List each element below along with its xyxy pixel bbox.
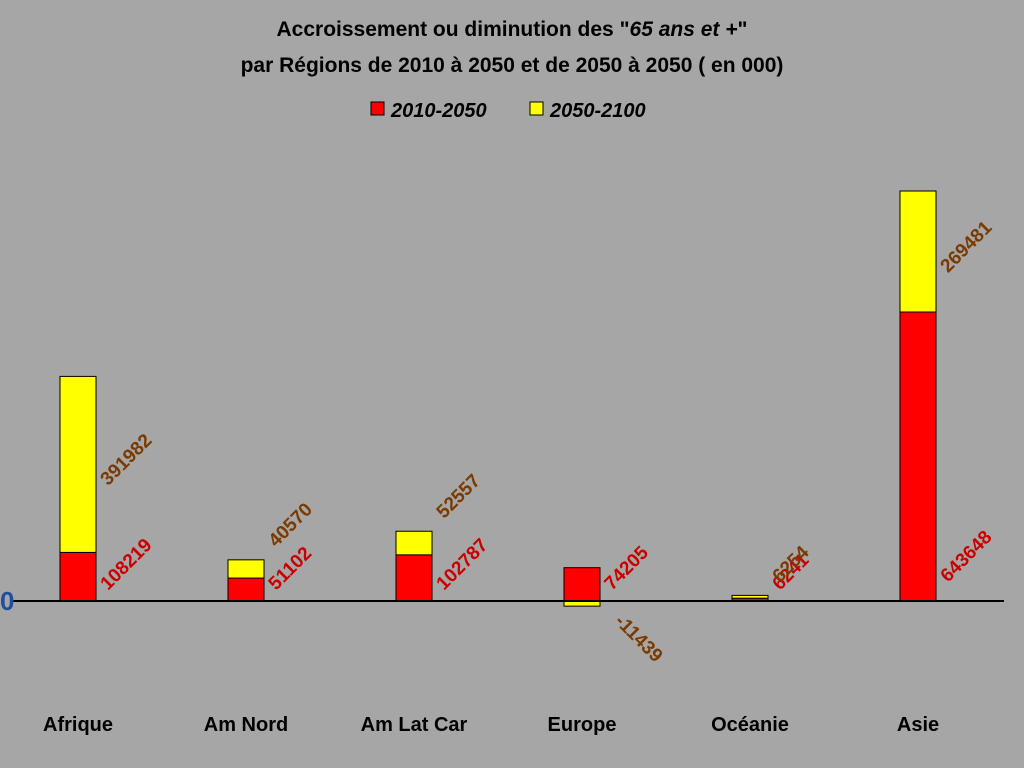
chart-title-line2: par Régions de 2010 à 2050 et de 2050 à … <box>241 54 784 77</box>
category-label-5: Asie <box>897 714 939 736</box>
category-label-3: Europe <box>548 714 617 736</box>
category-labels-group: Afrique Am Nord Am Lat Car Europe Océanie Asi… <box>43 714 939 736</box>
category-label-1: Am Nord <box>204 714 288 736</box>
bar-2-4 <box>731 594 769 599</box>
legend-swatch-series-2 <box>529 101 544 116</box>
value-label-1-1: 51102 <box>265 543 316 594</box>
bar-1-2 <box>395 554 433 602</box>
value-label-1-2: 102787 <box>433 535 493 595</box>
category-label-2: Am Lat Car <box>361 714 468 736</box>
legend-swatch-series-1 <box>370 101 385 116</box>
zero-tick-label: 0 <box>0 586 14 616</box>
value-label-2-5: 269481 <box>937 217 997 277</box>
category-label-4: Océanie <box>711 714 789 736</box>
bar-1-1 <box>227 577 265 602</box>
title-italic: 65 ans et + <box>630 18 738 41</box>
title-prefix: Accroissement ou diminution des " <box>277 18 630 41</box>
legend-label-series-1: 2010-2050 <box>390 100 487 122</box>
bar-1-0 <box>59 551 97 602</box>
bar-1-3 <box>563 567 601 602</box>
chart-title-line1: Accroissement ou diminution des "65 ans … <box>277 18 748 41</box>
bar-2-0 <box>59 375 97 553</box>
bar-2-5 <box>899 190 937 313</box>
value-label-2-0: 391982 <box>97 430 157 490</box>
bar-1-5 <box>899 311 937 602</box>
value-label-1-3: 74205 <box>601 542 654 595</box>
bar-2-1 <box>227 559 265 579</box>
value-label-1-0: 108219 <box>97 535 157 595</box>
value-label-2-3: -11439 <box>610 611 666 667</box>
bars-group <box>59 190 937 607</box>
bar-2-2 <box>395 530 433 556</box>
value-label-1-5: 643648 <box>937 527 997 587</box>
legend-label-series-2: 2050-2100 <box>549 100 646 122</box>
value-label-2-1: 40570 <box>265 499 317 551</box>
category-label-0: Afrique <box>43 714 113 736</box>
legend: 2010-2050 2050-2100 <box>370 100 646 122</box>
value-label-2-2: 52557 <box>433 471 485 523</box>
title-suffix: " <box>738 18 748 41</box>
